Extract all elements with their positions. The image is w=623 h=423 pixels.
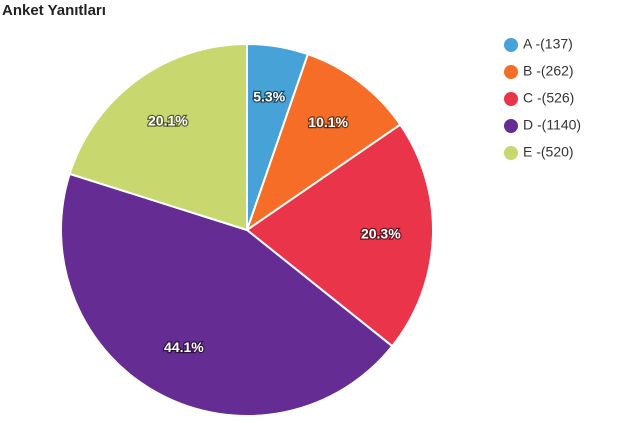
slice-label: 5.3%: [253, 89, 285, 105]
legend-label: C -(526): [523, 90, 574, 106]
slice-label: 20.1%: [148, 113, 188, 129]
legend-swatch: [504, 38, 518, 52]
slice-label: 20.3%: [361, 226, 401, 242]
legend-swatch: [504, 65, 518, 79]
legend-label: A -(137): [523, 36, 573, 52]
legend-swatch: [504, 119, 518, 133]
legend-swatch: [504, 146, 518, 160]
legend-label: E -(520): [523, 144, 574, 160]
pie-slice: [60, 172, 394, 417]
legend-swatch: [504, 92, 518, 106]
slice-label: 10.1%: [308, 114, 348, 130]
pie-slice: [68, 42, 248, 232]
pie-slice: [245, 52, 402, 233]
chart-title: Anket Yanıtları: [2, 2, 106, 19]
slice-label: 44.1%: [164, 339, 204, 355]
pie-slice: [245, 123, 434, 348]
legend-label: B -(262): [523, 63, 574, 79]
legend-label: D -(1140): [523, 117, 581, 133]
